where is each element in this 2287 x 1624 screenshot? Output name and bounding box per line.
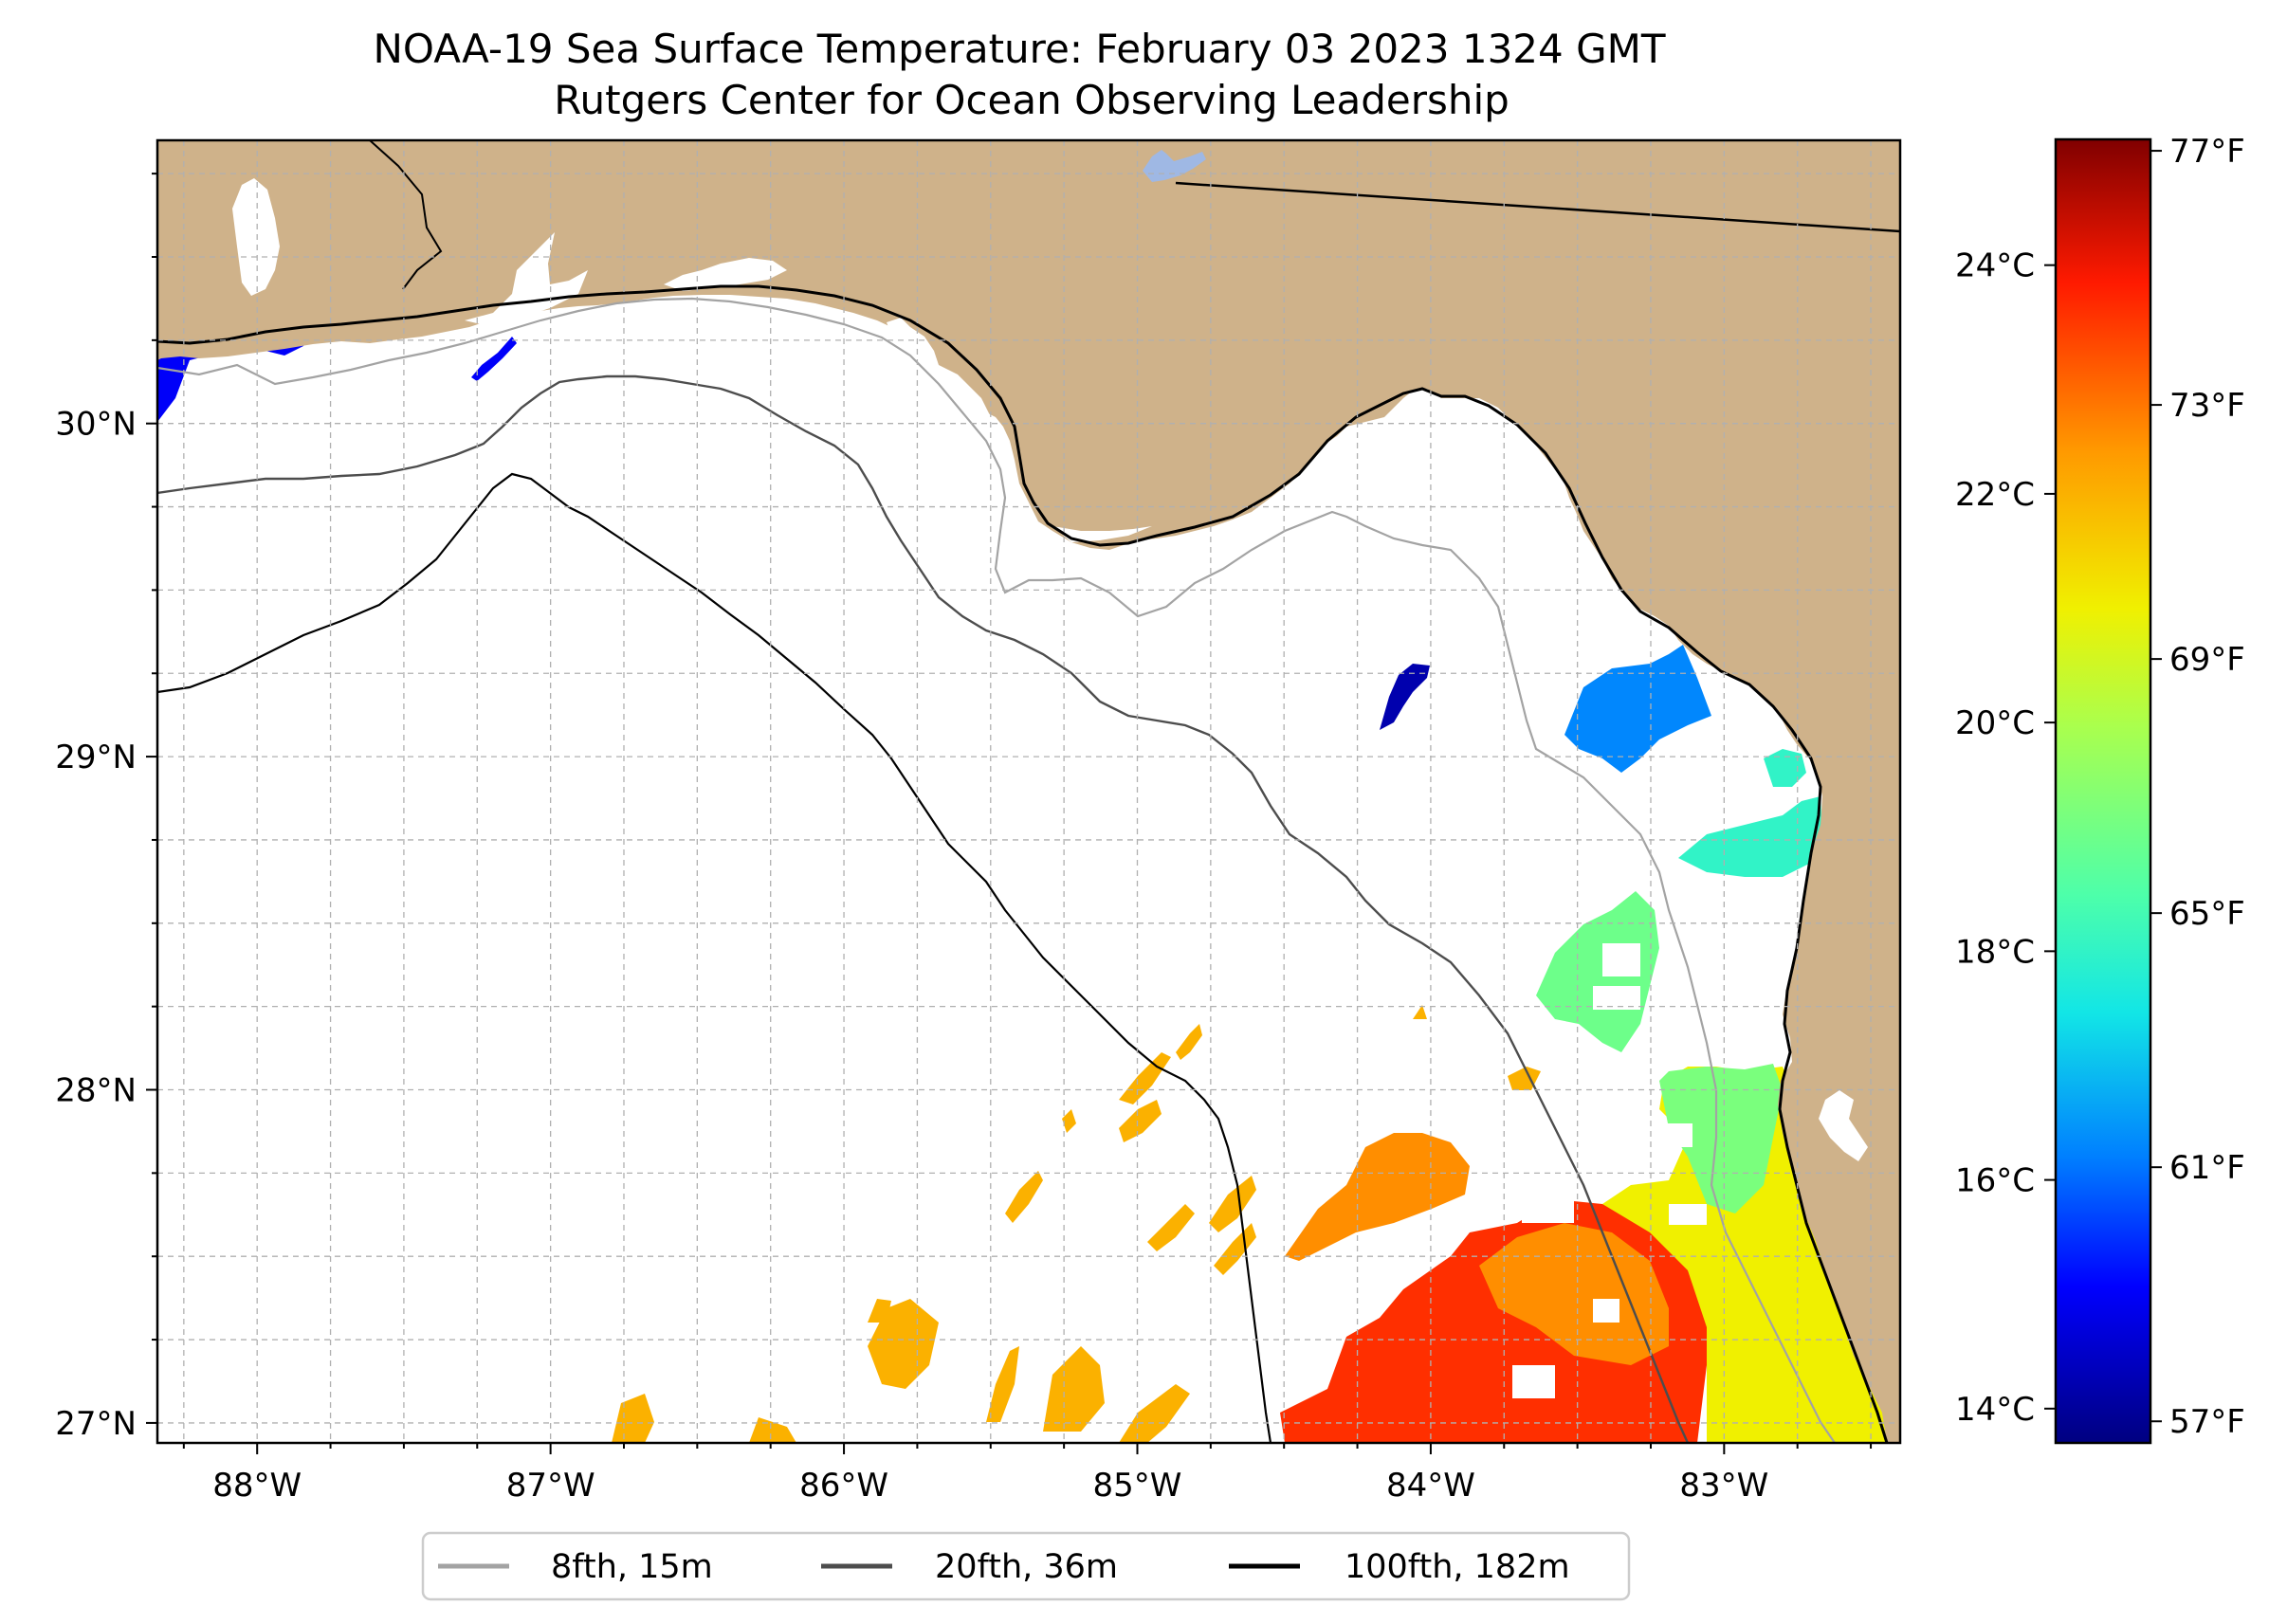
x-tick-label: 87°W (506, 1467, 595, 1505)
map-title: NOAA-19 Sea Surface Temperature: Februar… (373, 26, 1665, 72)
sst-patch (1209, 1176, 1256, 1232)
mobile-bay (232, 178, 280, 296)
sst-patch (1380, 664, 1430, 730)
legend-label-20fth: 20fth, 36m (935, 1548, 1118, 1586)
map-frame (156, 138, 1902, 1445)
sst-patch (1602, 1067, 1900, 1443)
sst-patch (749, 1417, 796, 1443)
isobath-legend: 8fth, 15m 20fth, 36m 100fth, 182m (421, 1531, 1631, 1601)
coastline (157, 284, 1889, 1443)
state-border-west (369, 140, 443, 290)
map-axes: 88°W 87°W 86°W 85°W 84°W 83°W 30°N 29°N 28°N 27°N (55, 173, 1873, 1505)
isobath-100fth (157, 472, 1272, 1443)
tampa-bay (1819, 1090, 1868, 1161)
sst-patch (471, 337, 517, 381)
bays (232, 178, 1868, 1161)
sst-patch (1062, 1109, 1076, 1133)
sst-patch (1043, 1346, 1105, 1432)
land-mass (157, 140, 1900, 1443)
x-tick-label: 83°W (1679, 1467, 1768, 1505)
fahrenheit-tick-label: 61°F (2169, 1149, 2245, 1187)
celsius-tick-label: 22°C (1955, 476, 2035, 514)
cloud-gaps (1512, 943, 1707, 1398)
sst-patch (612, 1394, 654, 1443)
x-tick-label: 88°W (212, 1467, 302, 1505)
x-tick-label: 85°W (1093, 1467, 1182, 1505)
legend-box (421, 1531, 1631, 1601)
sst-patch (1536, 891, 1659, 1052)
pensacola-bay (465, 232, 588, 327)
choctawhatchee-bay (664, 258, 787, 291)
sst-patch (1659, 1064, 1783, 1213)
celsius-tick-label: 18°C (1955, 933, 2035, 971)
st-andrew-bay (887, 318, 991, 417)
celsius-tick-label: 24°C (1955, 247, 2035, 285)
apalachicola-bay (1052, 526, 1152, 542)
sst-patch (1413, 1005, 1427, 1019)
sst-patch (1119, 1100, 1162, 1142)
sst-patch (1479, 1223, 1669, 1365)
legend-label-8fth: 8fth, 15m (551, 1548, 713, 1586)
map-gridlines (157, 140, 1900, 1443)
fahrenheit-tick-label: 77°F (2169, 133, 2245, 171)
map-panel (157, 140, 1900, 1443)
sst-patch (1678, 796, 1822, 877)
legend-label-100fth: 100fth, 182m (1345, 1548, 1570, 1586)
x-tick-label: 86°W (799, 1467, 888, 1505)
y-tick-label: 27°N (55, 1405, 137, 1443)
fahrenheit-tick-label: 57°F (2169, 1403, 2245, 1441)
sst-patch (868, 1299, 891, 1323)
sst-patch (1176, 1024, 1202, 1060)
celsius-tick-label: 16°C (1955, 1162, 2035, 1200)
celsius-tick-label: 20°C (1955, 704, 2035, 742)
sst-layer (157, 261, 1900, 1443)
y-tick-label: 29°N (55, 739, 137, 776)
sst-patch (986, 1346, 1019, 1422)
sst-patch (1564, 645, 1711, 773)
state-border (1175, 181, 1900, 233)
map-subtitle: Rutgers Center for Ocean Observing Leade… (554, 77, 1509, 123)
fahrenheit-tick-label: 69°F (2169, 641, 2245, 679)
colorbar: 24°C 22°C 20°C 18°C 16°C 14°C 77°F 73°F 69°F 65°F… (1955, 133, 2245, 1445)
x-tick-label: 84°W (1386, 1467, 1475, 1505)
sst-patch (1764, 749, 1806, 787)
sst-patch (1119, 1384, 1190, 1443)
sst-patch (1119, 1052, 1171, 1104)
sst-patch (1147, 1204, 1195, 1251)
sst-patch (1214, 1223, 1256, 1275)
y-tick-label: 30°N (55, 406, 137, 444)
sst-patch (1285, 1133, 1470, 1261)
isobath-8fth (157, 297, 1836, 1443)
colorbar-scale (2054, 137, 2152, 1445)
y-tick-label: 28°N (55, 1072, 137, 1110)
lake-seminole (1143, 150, 1206, 182)
colorbar-ticks: 24°C 22°C 20°C 18°C 16°C 14°C 77°F 73°F 69°F 65°F… (1955, 133, 2245, 1441)
fahrenheit-tick-label: 65°F (2169, 895, 2245, 933)
sst-patch (1005, 1171, 1043, 1223)
celsius-tick-label: 14°C (1955, 1391, 2035, 1429)
fahrenheit-tick-label: 73°F (2169, 387, 2245, 425)
